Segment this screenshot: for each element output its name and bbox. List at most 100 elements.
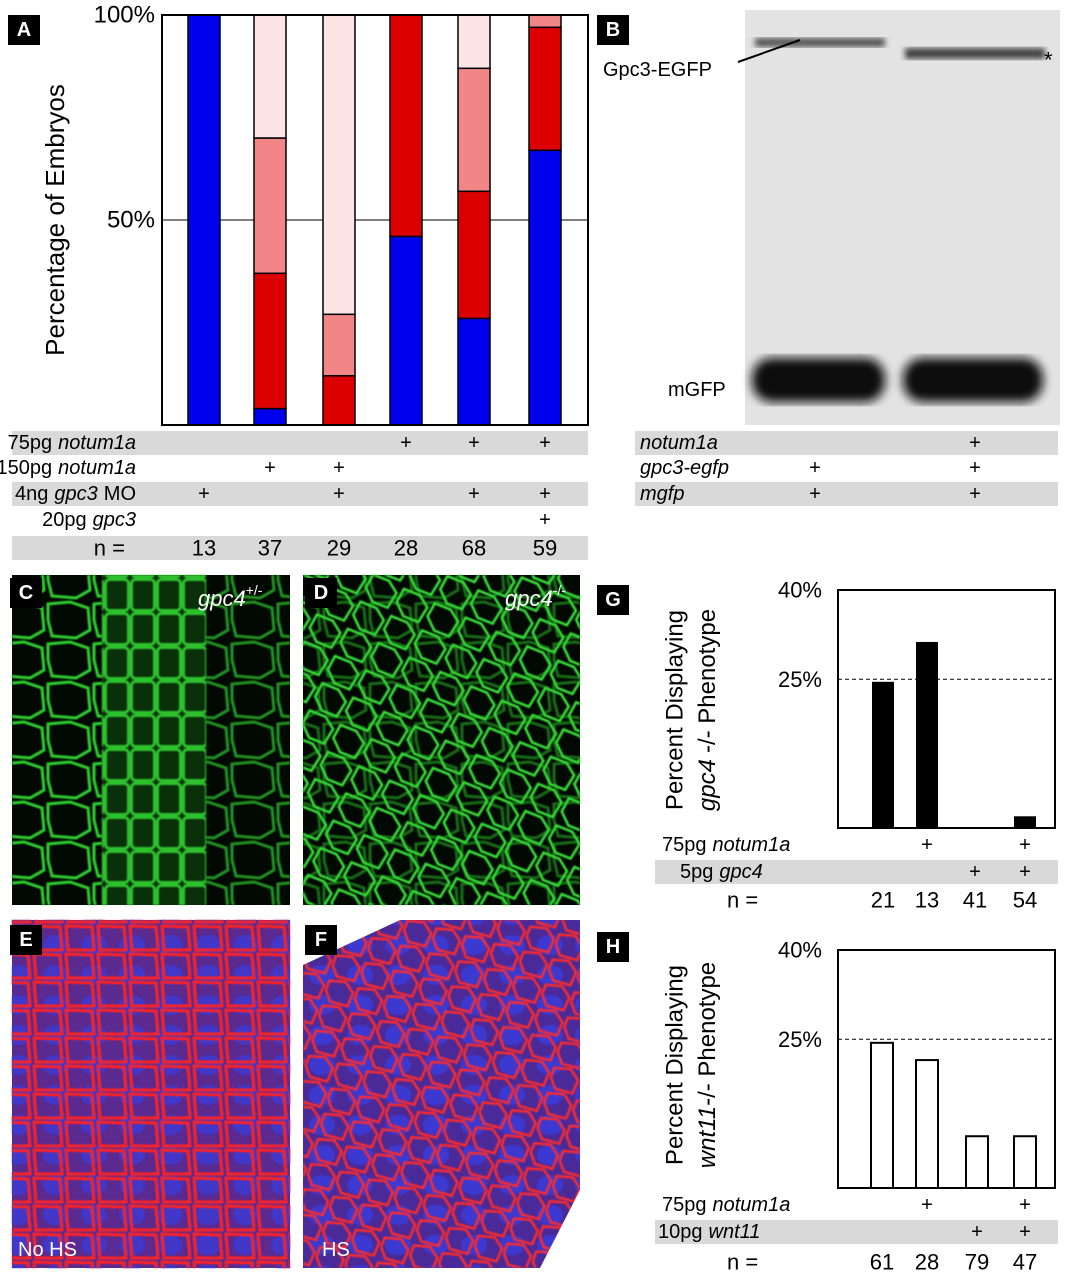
condition-mark: + — [468, 483, 480, 505]
bar-segment — [457, 190, 491, 320]
micrograph — [303, 575, 580, 905]
bar-segment — [322, 14, 356, 316]
panel-label-box — [597, 15, 629, 45]
row-shade — [12, 431, 588, 455]
bar-segment — [253, 272, 287, 410]
condition-mark: + — [969, 432, 981, 454]
plot-area — [838, 590, 1055, 828]
bar — [916, 641, 938, 830]
bar-segment — [528, 14, 562, 29]
n-value: 28 — [394, 536, 418, 561]
condition-gene: notum1a — [640, 432, 718, 454]
condition-dose: 5pg — [680, 861, 713, 883]
n-label: n = — [727, 1250, 758, 1275]
condition-gene: notum1a — [58, 432, 136, 454]
n-value: 13 — [192, 536, 216, 561]
bar — [915, 1059, 939, 1189]
condition-dose: 75pg — [662, 834, 707, 856]
row-shade — [12, 482, 588, 506]
y-axis-label-gene: gpc4 — [694, 759, 721, 811]
condition-label: notum1a — [640, 432, 718, 454]
bar-segment — [457, 317, 491, 426]
condition-label: 4ng gpc3 MO — [15, 483, 136, 505]
condition-mark: + — [969, 457, 981, 479]
panel-label: E — [19, 929, 32, 951]
n-value: 13 — [915, 888, 939, 913]
condition-label: gpc3-egfp — [640, 457, 729, 479]
bar — [1014, 816, 1036, 829]
condition-mark: + — [809, 457, 821, 479]
y-axis-label: Percent Displaying — [662, 965, 689, 1165]
y-axis-label: Percentage of Embryos — [40, 84, 70, 356]
gene: gpc4 — [505, 586, 553, 611]
bar-segment — [187, 14, 221, 426]
genotype-label: gpc4+/- — [198, 582, 263, 611]
condition-mark: + — [400, 432, 412, 454]
condition-mark: + — [468, 432, 480, 454]
n-value: 47 — [1013, 1250, 1037, 1275]
n-value: 54 — [1013, 888, 1037, 913]
panel-label-box — [8, 15, 40, 45]
bar — [872, 681, 894, 829]
panel-label: C — [19, 582, 33, 604]
micrograph — [12, 575, 290, 905]
condition-mark: + — [198, 483, 210, 505]
condition-label: 20pg gpc3 — [42, 509, 136, 531]
asterisk: * — [1044, 48, 1053, 73]
y-axis-label-rest: -/- Phenotype — [694, 609, 721, 753]
condition-gene: gpc3 — [54, 483, 97, 505]
n-value: 28 — [915, 1250, 939, 1275]
n-label: n = — [727, 888, 758, 913]
condition-dose: 20pg — [42, 509, 87, 531]
n-value: 68 — [462, 536, 486, 561]
n-value: 61 — [870, 1250, 894, 1275]
condition-mark: + — [264, 457, 276, 479]
condition-mark: + — [539, 432, 551, 454]
bar-segment — [322, 375, 356, 426]
bar-segment — [457, 67, 491, 193]
bar-segment — [457, 14, 491, 70]
condition-dose: 10pg — [658, 1221, 703, 1243]
panel-label-box — [597, 585, 629, 615]
condition-mark: + — [539, 509, 551, 531]
condition-mark: + — [1019, 1221, 1031, 1243]
y-axis-label: gpc4 -/- Phenotype — [694, 609, 721, 811]
y-tick-label: 25% — [778, 1027, 822, 1052]
n-value: 29 — [327, 536, 351, 561]
condition-dose: 75pg — [8, 432, 53, 454]
condition-mark: + — [969, 861, 981, 883]
bar-segment — [389, 235, 423, 426]
y-tick-label: 50% — [107, 207, 155, 234]
condition-mark: + — [1019, 861, 1031, 883]
image-caption: HS — [322, 1239, 350, 1261]
condition-mark: + — [921, 834, 933, 856]
condition-gene: gpc4 — [719, 861, 762, 883]
panel-label-box — [597, 932, 629, 962]
y-tick-label: 40% — [778, 938, 822, 963]
bar-segment — [253, 137, 287, 275]
condition-mark: + — [1019, 1194, 1031, 1216]
y-tick-label: 100% — [94, 2, 155, 29]
condition-gene: gpc3-egfp — [640, 457, 729, 479]
y-axis-label-rest: -/- Phenotype — [694, 962, 721, 1106]
row-shade — [655, 860, 1058, 884]
row-shade — [635, 431, 1058, 455]
panel-label: F — [315, 929, 327, 951]
micrograph — [303, 920, 580, 1268]
genotype-label: gpc4-/- — [505, 582, 566, 611]
bar-segment — [322, 313, 356, 377]
band-label: mGFP — [668, 379, 726, 401]
condition-dose: 4ng — [15, 483, 48, 505]
n-label: n = — [94, 536, 125, 561]
condition-gene: notum1a — [58, 457, 136, 479]
condition-suffix: MO — [104, 483, 136, 505]
condition-label: 10pg wnt11 — [658, 1221, 760, 1243]
row-shade — [655, 1220, 1058, 1244]
row-shade — [635, 482, 1058, 506]
image-caption: No HS — [18, 1239, 77, 1261]
plot-frame — [161, 14, 589, 426]
bar-segment — [528, 149, 562, 426]
panel-label: A — [17, 19, 31, 41]
condition-mark: + — [809, 483, 821, 505]
condition-gene: wnt11 — [709, 1221, 761, 1243]
